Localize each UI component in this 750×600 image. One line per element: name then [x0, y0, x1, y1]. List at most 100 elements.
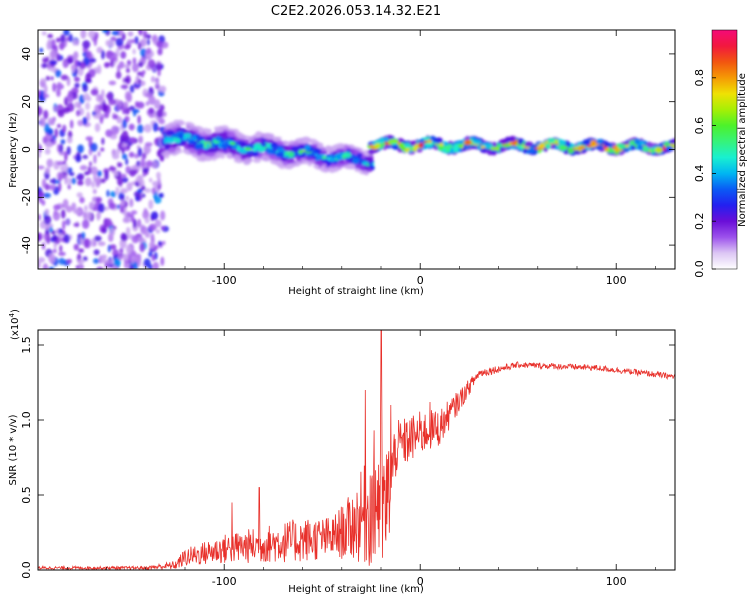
spectrogram-signal-blob — [206, 153, 216, 157]
spectrogram-noise-blob — [105, 129, 113, 138]
spectrogram-signal-blob — [340, 161, 350, 166]
spectrogram-noise-blob — [58, 257, 65, 265]
spectrogram-signal-blob — [248, 136, 255, 142]
spectrogram-noise-blob — [120, 84, 129, 90]
spectrogram-signal-blob — [284, 146, 290, 152]
spectrogram-signal-blob — [197, 149, 207, 154]
spectrogram-noise-blob — [151, 254, 155, 262]
spectrogram-signal-blob — [603, 142, 611, 148]
spectrogram-noise-blob — [110, 125, 119, 135]
spectrogram-noise-blob — [43, 84, 48, 94]
spectrogram-noise-blob — [110, 191, 117, 198]
spectrogram-noise-blob — [140, 225, 148, 235]
spectrogram-noise-blob — [130, 213, 135, 223]
spectrogram-noise-blob — [58, 251, 66, 256]
spectrogram-signal-blob — [438, 142, 444, 146]
spectrogram-noise-blob — [79, 165, 88, 171]
spectrogram-noise-blob — [52, 177, 57, 185]
spectrogram-noise-blob — [138, 175, 143, 186]
spectrogram-noise-blob — [41, 63, 48, 69]
spectrogram-noise-blob — [77, 180, 84, 186]
spectrogram-signal-blob — [379, 137, 385, 144]
spectrogram-signal-blob — [418, 142, 424, 149]
spectrogram-noise-blob — [82, 154, 89, 159]
spectrogram-noise-blob — [129, 84, 135, 93]
spectrogram-noise-blob — [112, 114, 119, 120]
spectrogram-noise-blob — [85, 72, 92, 83]
spectrogram-noise-blob — [71, 177, 77, 185]
spectrogram-noise-blob — [126, 92, 133, 103]
spectrogram-signal-blob — [172, 133, 178, 138]
spectrogram-x-label: Height of straight line (km) — [288, 286, 424, 297]
spectrogram-signal-blob — [327, 168, 337, 172]
spectrogram-marks — [38, 30, 675, 269]
spectrogram-signal-blob — [617, 144, 626, 149]
spectrogram-noise-blob — [150, 233, 155, 243]
spectrogram-noise-blob — [132, 218, 137, 229]
spectrogram-noise-blob — [102, 30, 109, 34]
spectrogram-signal-blob — [457, 143, 463, 148]
spectrogram-noise-blob — [82, 219, 90, 229]
spectrogram-noise-blob — [48, 266, 55, 269]
spectrogram-signal-blob — [175, 149, 183, 154]
spectrogram-noise-blob — [112, 152, 120, 160]
spectrogram-noise-blob — [133, 111, 137, 117]
spectrogram-noise-blob — [145, 101, 150, 106]
spectrogram-noise-blob — [145, 47, 152, 55]
spectrogram-noise-blob — [143, 258, 151, 268]
spectrogram-noise-blob — [144, 217, 150, 224]
spectrogram-noise-blob — [157, 240, 163, 247]
spectrogram-noise-blob — [60, 74, 69, 81]
spectrogram-noise-blob — [105, 93, 113, 99]
spectrogram-signal-blob — [607, 147, 613, 154]
spectrogram-signal-blob — [164, 144, 171, 149]
spectrogram-noise-blob — [38, 144, 42, 154]
spectrogram-noise-blob — [43, 215, 52, 225]
spectrogram-noise-blob — [56, 123, 62, 128]
spectrogram-noise-blob — [96, 266, 104, 269]
spectrogram-noise-blob — [133, 261, 139, 269]
spectrogram-signal-blob — [527, 147, 535, 154]
spectrogram-noise-blob — [44, 167, 51, 174]
spectrogram-signal-blob — [367, 149, 375, 155]
spectrogram-noise-blob — [73, 222, 80, 227]
spectrogram-signal-blob — [255, 132, 260, 137]
snr-y-tick-label: 1.0 — [20, 411, 33, 429]
spectrogram-signal-blob — [291, 146, 300, 153]
spectrogram-noise-blob — [152, 122, 159, 132]
snr-multiplier: (x104) — [8, 309, 21, 340]
spectrogram-noise-blob — [73, 209, 81, 215]
spectrogram-noise-blob — [123, 77, 130, 83]
spectrogram-noise-blob — [156, 109, 163, 118]
spectrogram-signal-blob — [319, 165, 326, 172]
spectrogram-noise-blob — [152, 180, 159, 187]
spectrogram-signal-blob — [282, 161, 288, 166]
spectrogram-signal-blob — [365, 157, 374, 162]
spectrogram-noise-blob — [124, 64, 131, 69]
spectrogram-noise-blob — [46, 225, 50, 231]
spectrogram-noise-blob — [57, 109, 65, 118]
spectrogram-noise-blob — [87, 210, 92, 221]
spectrogram-noise-blob — [62, 124, 67, 133]
spectrogram-noise-blob — [117, 162, 123, 168]
spectrogram-noise-blob — [156, 171, 161, 180]
spectrogram-noise-blob — [86, 111, 91, 122]
spectrogram-noise-blob — [38, 165, 45, 170]
spectrogram-signal-blob — [364, 171, 369, 176]
spectrogram-noise-blob — [63, 233, 71, 244]
spectrogram-noise-blob — [62, 60, 68, 69]
colorbar-tick-label: 0.6 — [693, 117, 706, 135]
spectrogram-noise-blob — [137, 256, 142, 267]
spectrogram-signal-blob — [301, 160, 309, 165]
spectrogram-noise-blob — [43, 93, 50, 98]
spectrogram-y-tick-label: -40 — [20, 236, 33, 254]
spectrogram-noise-blob — [93, 114, 101, 119]
spectrogram-noise-blob — [140, 157, 145, 168]
spectrogram-noise-blob — [150, 160, 159, 169]
spectrogram-signal-blob — [269, 155, 277, 160]
spectrogram-noise-blob — [61, 220, 66, 231]
spectrogram-noise-blob — [154, 251, 158, 260]
spectrogram-signal-blob — [252, 151, 260, 157]
spectrogram-noise-blob — [46, 158, 54, 168]
spectrogram-noise-blob — [129, 198, 134, 208]
